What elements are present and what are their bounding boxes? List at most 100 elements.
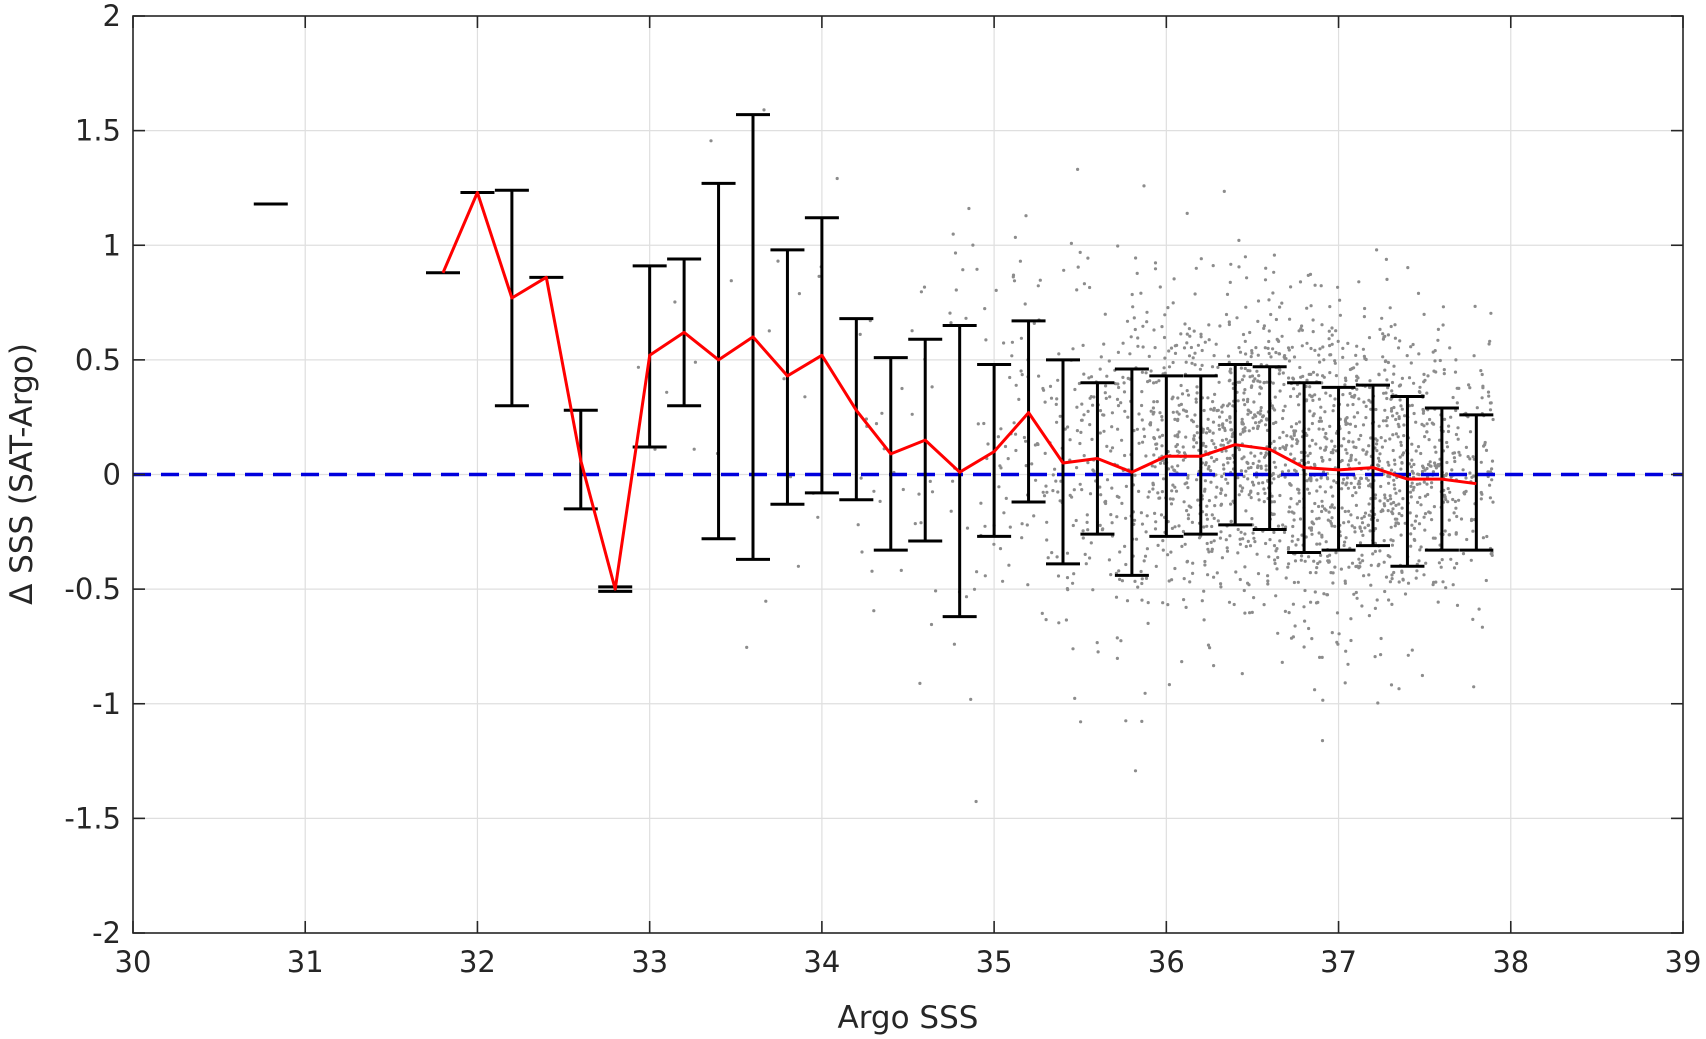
scatter-point (1145, 547, 1149, 551)
scatter-point (1349, 638, 1353, 643)
x-tick-label: 36 (1148, 945, 1185, 979)
scatter-point (1207, 465, 1211, 469)
scatter-point (1375, 248, 1379, 252)
scatter-point (1489, 311, 1493, 315)
scatter-point (1240, 420, 1244, 424)
scatter-point (1410, 442, 1414, 446)
scatter-point (1313, 283, 1317, 287)
scatter-point (1193, 413, 1197, 417)
scatter-point (1269, 312, 1273, 317)
scatter-point (1186, 486, 1190, 490)
scatter-point (1239, 366, 1243, 370)
scatter-point (1422, 372, 1426, 376)
scatter-point (1386, 386, 1390, 390)
scatter-point (1229, 367, 1233, 371)
scatter-point (1413, 519, 1417, 523)
scatter-point (1324, 445, 1328, 449)
scatter-point (1013, 235, 1018, 239)
scatter-point (1160, 444, 1164, 448)
scatter-point (1182, 598, 1186, 602)
scatter-point (1051, 473, 1055, 477)
scatter-point (1142, 434, 1147, 439)
scatter-point (1464, 445, 1468, 449)
scatter-point (1180, 660, 1184, 664)
scatter-point (1204, 431, 1209, 435)
scatter-point (1454, 432, 1458, 437)
scatter-point (1328, 344, 1332, 348)
scatter-point (1197, 536, 1202, 540)
scatter-point (1338, 298, 1342, 302)
scatter-point (1200, 363, 1204, 367)
scatter-point (1431, 350, 1435, 354)
scatter-point (1219, 530, 1223, 534)
scatter-point (1140, 522, 1145, 526)
scatter-point (1362, 574, 1366, 578)
scatter-point (974, 799, 978, 804)
scatter-point (1041, 386, 1045, 391)
scatter-point (1294, 422, 1298, 426)
scatter-point (1344, 448, 1348, 452)
scatter-point (1050, 551, 1054, 555)
scatter-point (1065, 576, 1070, 580)
scatter-point (1055, 420, 1059, 424)
scatter-point (1374, 407, 1378, 412)
scatter-point (949, 509, 953, 513)
scatter-point (1347, 520, 1351, 524)
scatter-point (1154, 564, 1158, 569)
scatter-point (1389, 324, 1393, 329)
scatter-point (1185, 211, 1189, 215)
y-tick-label: 1 (103, 228, 121, 262)
scatter-point (1184, 605, 1188, 610)
scatter-point (1240, 378, 1244, 382)
scatter-point (1273, 395, 1277, 399)
scatter-point (1350, 524, 1354, 528)
scatter-point (1384, 419, 1388, 423)
scatter-point (1272, 500, 1276, 504)
scatter-point (1417, 522, 1422, 526)
scatter-point (1243, 255, 1247, 259)
scatter-point (1107, 558, 1111, 562)
scatter-point (1283, 404, 1287, 408)
scatter-point (1368, 529, 1372, 533)
scatter-point (1256, 424, 1260, 428)
scatter-point (1329, 485, 1333, 489)
scatter-point (951, 232, 955, 236)
scatter-point (1397, 687, 1401, 691)
scatter-point (1350, 561, 1355, 565)
scatter-point (1140, 598, 1144, 602)
scatter-point (1088, 492, 1093, 496)
scatter-point (1310, 421, 1314, 426)
scatter-point (1385, 396, 1389, 401)
scatter-point (1199, 335, 1203, 339)
scatter-point (1134, 256, 1138, 260)
scatter-point (1329, 505, 1334, 509)
scatter-point (1274, 594, 1278, 598)
scatter-point (1200, 599, 1204, 603)
scatter-point (1480, 625, 1484, 629)
scatter-point (1281, 371, 1285, 375)
scatter-point (1140, 403, 1144, 408)
scatter-point (1226, 461, 1230, 465)
scatter-point (1168, 497, 1172, 501)
scatter-point (1206, 547, 1210, 551)
scatter-point (1249, 489, 1253, 493)
scatter-point (803, 395, 807, 399)
scatter-point (1229, 262, 1233, 266)
scatter-point (1324, 431, 1328, 436)
scatter-point (1282, 530, 1287, 535)
scatter-point (1361, 423, 1366, 427)
scatter-point (1225, 549, 1230, 553)
scatter-point (1305, 341, 1309, 345)
scatter-point (1335, 640, 1339, 644)
scatter-point (1104, 384, 1108, 388)
scatter-point (1217, 427, 1222, 431)
scatter-point (1309, 372, 1313, 376)
scatter-point (1384, 257, 1388, 261)
scatter-point (1160, 325, 1164, 329)
scatter-point (1277, 352, 1281, 356)
scatter-point (1407, 376, 1412, 380)
scatter-point (1276, 524, 1281, 528)
scatter-point (1394, 503, 1398, 507)
scatter-point (1357, 461, 1361, 465)
scatter-point (1409, 345, 1413, 349)
